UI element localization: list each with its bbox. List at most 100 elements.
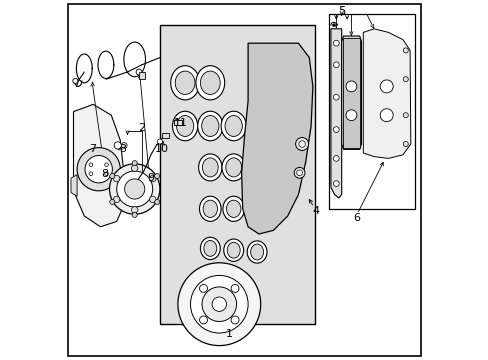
Circle shape <box>131 165 138 171</box>
Ellipse shape <box>200 237 220 260</box>
Ellipse shape <box>200 71 220 94</box>
Circle shape <box>89 172 93 176</box>
Ellipse shape <box>197 111 223 141</box>
Circle shape <box>114 142 121 149</box>
Circle shape <box>294 167 305 178</box>
Circle shape <box>73 78 78 84</box>
Text: 8: 8 <box>101 169 108 179</box>
Circle shape <box>333 181 339 186</box>
Circle shape <box>202 287 236 321</box>
Ellipse shape <box>172 111 197 141</box>
Ellipse shape <box>227 242 240 258</box>
Circle shape <box>212 297 226 311</box>
Circle shape <box>121 143 127 148</box>
Ellipse shape <box>199 196 221 221</box>
Ellipse shape <box>203 240 216 256</box>
Circle shape <box>149 196 156 203</box>
Circle shape <box>403 141 407 147</box>
Text: 10: 10 <box>154 144 168 154</box>
Ellipse shape <box>202 158 218 177</box>
Ellipse shape <box>176 116 193 136</box>
Circle shape <box>346 81 356 92</box>
Polygon shape <box>341 36 361 149</box>
Circle shape <box>333 40 339 46</box>
Circle shape <box>136 69 142 75</box>
Circle shape <box>346 110 356 121</box>
Polygon shape <box>160 25 314 324</box>
Circle shape <box>333 127 339 132</box>
Polygon shape <box>330 29 341 198</box>
Circle shape <box>154 174 160 179</box>
Circle shape <box>104 172 108 176</box>
Circle shape <box>380 109 392 122</box>
Text: 4: 4 <box>312 206 320 216</box>
Ellipse shape <box>225 158 241 177</box>
Circle shape <box>113 196 120 203</box>
Circle shape <box>113 175 120 182</box>
Text: 9: 9 <box>147 173 154 183</box>
Circle shape <box>298 141 305 147</box>
Polygon shape <box>71 175 77 196</box>
Circle shape <box>296 170 302 176</box>
Circle shape <box>85 156 112 183</box>
Circle shape <box>77 148 120 191</box>
Ellipse shape <box>224 239 243 261</box>
Circle shape <box>124 179 144 199</box>
Text: 6: 6 <box>353 213 360 223</box>
Circle shape <box>333 94 339 100</box>
Ellipse shape <box>226 200 241 217</box>
Text: 3: 3 <box>120 144 126 154</box>
Text: 1: 1 <box>225 329 232 339</box>
Ellipse shape <box>175 71 195 94</box>
Ellipse shape <box>222 154 245 181</box>
Ellipse shape <box>249 200 264 217</box>
Ellipse shape <box>250 244 263 260</box>
Circle shape <box>231 284 239 292</box>
Circle shape <box>403 113 407 118</box>
Circle shape <box>199 316 207 324</box>
Text: 11: 11 <box>173 118 187 129</box>
Circle shape <box>109 164 160 214</box>
Ellipse shape <box>170 66 199 100</box>
Ellipse shape <box>201 116 219 136</box>
Circle shape <box>403 48 407 53</box>
Bar <box>343 38 359 148</box>
Bar <box>139 72 145 79</box>
Text: 5: 5 <box>337 5 345 18</box>
Circle shape <box>89 163 93 167</box>
Circle shape <box>132 212 137 217</box>
Circle shape <box>231 316 239 324</box>
Polygon shape <box>73 104 123 227</box>
Circle shape <box>131 207 138 213</box>
Circle shape <box>117 171 152 207</box>
Ellipse shape <box>247 241 266 263</box>
Ellipse shape <box>221 111 246 141</box>
Bar <box>162 133 168 138</box>
Circle shape <box>333 62 339 68</box>
Circle shape <box>109 199 115 204</box>
Ellipse shape <box>246 196 267 221</box>
Bar <box>328 14 415 209</box>
Circle shape <box>154 199 160 204</box>
Circle shape <box>109 174 115 179</box>
Circle shape <box>190 275 247 333</box>
Ellipse shape <box>223 196 244 221</box>
Circle shape <box>157 139 162 144</box>
Circle shape <box>403 77 407 82</box>
Circle shape <box>380 80 392 93</box>
Polygon shape <box>363 29 410 158</box>
Circle shape <box>132 161 137 166</box>
Bar <box>174 120 182 125</box>
Circle shape <box>333 156 339 161</box>
Circle shape <box>332 24 335 27</box>
Ellipse shape <box>203 200 217 217</box>
Circle shape <box>199 284 207 292</box>
Ellipse shape <box>224 116 242 136</box>
Circle shape <box>104 163 108 167</box>
Circle shape <box>178 263 260 346</box>
Circle shape <box>295 138 308 150</box>
Circle shape <box>174 120 180 125</box>
Text: 2: 2 <box>138 123 145 133</box>
Ellipse shape <box>198 154 222 181</box>
Text: 7: 7 <box>89 144 96 154</box>
